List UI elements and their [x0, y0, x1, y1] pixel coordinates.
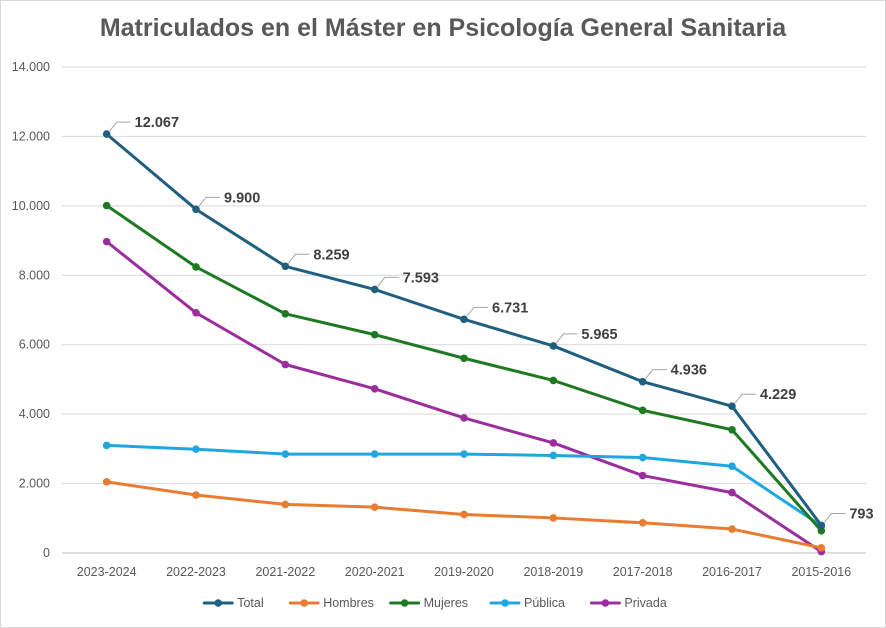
data-point-pública [102, 441, 111, 450]
legend-marker-icon [214, 599, 222, 607]
data-point-total [460, 315, 468, 324]
data-label: 4.936 [671, 363, 707, 379]
x-tick-label: 2023-2024 [77, 565, 137, 579]
data-point-privada [638, 471, 647, 480]
data-label: 4.229 [760, 387, 796, 403]
data-point-privada [370, 385, 379, 393]
data-point-total [192, 205, 200, 214]
data-label: 793 [849, 506, 873, 522]
data-label: 7.593 [403, 270, 439, 286]
legend-label: Privada [624, 596, 666, 610]
data-point-privada [460, 414, 468, 422]
data-point-privada [549, 439, 558, 447]
data-point-privada [728, 488, 736, 497]
x-tick-label: 2019-2020 [434, 565, 494, 579]
data-point-pública [549, 451, 558, 460]
x-tick-label: 2022-2023 [166, 565, 226, 579]
data-label-leader [109, 121, 131, 132]
data-point-total [370, 285, 379, 294]
data-label-leader [734, 393, 756, 404]
data-point-pública [638, 453, 647, 462]
data-point-total [638, 377, 647, 386]
data-point-hombres [460, 510, 468, 519]
y-tick-label: 10.000 [12, 199, 50, 213]
x-tick-label: 2018-2019 [523, 565, 583, 579]
legend-marker-icon [501, 599, 509, 607]
data-point-mujeres [817, 526, 826, 535]
data-label: 5.965 [581, 327, 617, 343]
legend-marker-icon [300, 599, 309, 607]
data-point-hombres [192, 491, 200, 499]
legend-label: Pública [524, 596, 565, 610]
data-label: 8.259 [313, 247, 349, 263]
data-point-total [817, 521, 826, 530]
x-tick-label: 2017-2018 [613, 565, 673, 579]
data-point-hombres [370, 503, 379, 511]
data-point-hombres [102, 478, 111, 486]
series-line-privada [105, 240, 823, 554]
data-point-pública [460, 450, 468, 458]
legend-item-privada: Privada [589, 596, 667, 610]
y-tick-label: 2.000 [19, 477, 50, 491]
data-point-mujeres [638, 406, 647, 415]
data-point-mujeres [460, 354, 468, 363]
y-tick-label: 0 [43, 546, 50, 560]
legend-label: Hombres [323, 596, 374, 610]
data-point-pública [281, 450, 290, 458]
chart-title: Matriculados en el Máster en Psicología … [99, 14, 787, 42]
data-label-leader [555, 333, 578, 344]
data-label: 6.731 [492, 300, 528, 316]
data-label-leader [377, 276, 399, 287]
data-point-privada [281, 360, 290, 369]
data-label-leader [287, 253, 310, 264]
x-tick-label: 2021-2022 [255, 565, 315, 579]
data-label-leader [198, 196, 220, 207]
legend-item-total: Total [202, 596, 264, 610]
data-point-pública [370, 450, 379, 458]
data-point-total [549, 342, 558, 350]
data-point-privada [102, 237, 111, 246]
legend-item-pública: Pública [489, 596, 565, 610]
data-label-leader [645, 369, 667, 379]
y-tick-label: 4.000 [19, 407, 50, 421]
data-point-hombres [638, 518, 647, 527]
data-label-leader [823, 512, 846, 523]
legend-item-hombres: Hombres [288, 596, 374, 610]
legend-label: Total [237, 596, 263, 610]
data-point-mujeres [281, 310, 290, 318]
data-point-total [281, 262, 290, 271]
data-point-pública [728, 462, 736, 471]
x-tick-label: 2015-2016 [791, 565, 851, 579]
series-line-total [105, 132, 823, 527]
data-point-total [728, 402, 736, 410]
data-point-mujeres [370, 330, 379, 339]
data-point-hombres [817, 543, 826, 552]
series-line-mujeres [105, 204, 823, 533]
y-tick-label: 12.000 [12, 129, 50, 143]
legend-marker-icon [601, 599, 610, 607]
data-point-mujeres [549, 376, 558, 385]
data-point-mujeres [728, 425, 736, 434]
data-point-hombres [281, 500, 290, 509]
data-label: 12.067 [135, 115, 179, 131]
y-tick-label: 14.000 [12, 60, 50, 74]
legend-marker-icon [400, 599, 409, 607]
data-label: 9.900 [224, 190, 260, 206]
legend-label: Mujeres [424, 596, 468, 610]
data-point-privada [192, 308, 200, 317]
data-point-hombres [728, 525, 736, 533]
y-tick-label: 8.000 [19, 268, 50, 282]
data-point-total [102, 130, 111, 138]
data-label-leader [466, 306, 488, 317]
data-point-hombres [549, 514, 558, 522]
data-point-pública [192, 445, 200, 454]
data-point-mujeres [102, 201, 111, 210]
x-tick-label: 2016-2017 [702, 565, 762, 579]
x-tick-label: 2020-2021 [345, 565, 405, 579]
legend-item-mujeres: Mujeres [389, 596, 468, 610]
y-tick-label: 6.000 [19, 338, 50, 352]
data-point-mujeres [192, 263, 200, 271]
